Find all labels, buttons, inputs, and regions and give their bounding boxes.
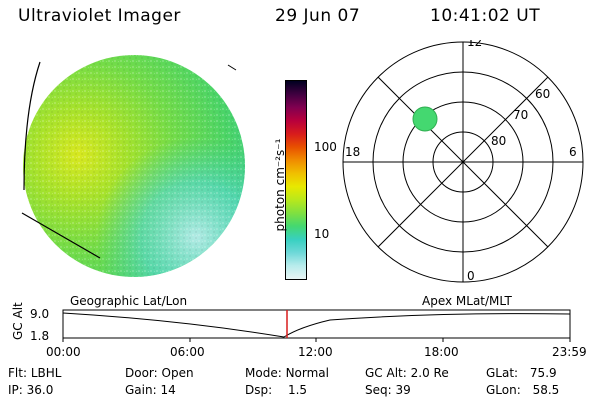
info-ip: IP: 36.0 (8, 383, 53, 397)
info-seq: Seq: 39 (365, 383, 411, 397)
polar-diagonal-2 (377, 76, 549, 248)
info-filter-label: Flt: (8, 366, 27, 380)
timeline-ytick-9: 9.0 (30, 307, 50, 321)
info-glon: GLon: 58.5 (486, 383, 559, 397)
info-gc-alt: GC Alt: 2.0 Re (365, 366, 449, 380)
clock-label-18: 18 (345, 145, 360, 159)
lat-label-80: 80 (491, 134, 506, 148)
info-gc-alt-label: GC Alt: (365, 366, 407, 380)
polar-plot: 12 18 6 0 60 70 80 (342, 40, 584, 283)
info-glat: GLat: 75.9 (486, 366, 557, 380)
info-gain-label: Gain: (125, 383, 157, 397)
info-dsp-label: Dsp: (245, 383, 273, 397)
info-filter-value: LBHL (30, 366, 62, 380)
x-ticklabel-00: 00:00 (46, 345, 81, 359)
lat-label-60: 60 (535, 87, 550, 101)
time-label: 10:41:02 UT (430, 6, 541, 26)
clock-label-6: 6 (569, 145, 577, 159)
info-mode-value: Normal (285, 366, 329, 380)
info-ip-label: IP: (8, 383, 23, 397)
timeline-ytick-1.8: 1.8 (30, 329, 50, 343)
info-gain-value: 14 (160, 383, 176, 397)
terminator-arc (23, 61, 41, 191)
colorbar-tick-100: 100 (314, 140, 337, 154)
info-door: Door: Open (125, 366, 194, 380)
info-glat-label: GLat: (486, 366, 519, 380)
info-mode: Mode: Normal (245, 366, 329, 380)
clock-label-12: 12 (467, 40, 482, 49)
clock-label-0: 0 (467, 269, 475, 283)
x-ticklabel-2359: 23:59 (552, 345, 587, 359)
info-door-value: Open (161, 366, 194, 380)
lat-label-70: 70 (513, 108, 528, 122)
timeline-title-right: Apex MLat/MLT (422, 294, 512, 308)
x-ticklabel-06: 06:00 (170, 345, 205, 359)
info-ip-value: 36.0 (26, 383, 54, 397)
info-glon-value: 58.5 (532, 383, 560, 397)
x-ticklabel-12: 12:00 (298, 345, 333, 359)
info-seq-value: 39 (395, 383, 411, 397)
date-label: 29 Jun 07 (275, 6, 361, 26)
info-dsp: Dsp: 1.5 (245, 383, 307, 397)
timeline-orbit-curve (62, 312, 571, 338)
colorbar (285, 80, 307, 280)
info-filter: Flt: LBHL (8, 366, 61, 380)
info-mode-label: Mode: (245, 366, 282, 380)
info-gain: Gain: 14 (125, 383, 176, 397)
instrument-title: Ultraviolet Imager (18, 6, 181, 26)
timeline-title-left: Geographic Lat/Lon (70, 294, 188, 308)
x-ticklabel-18: 18:00 (424, 345, 459, 359)
aurora-spot (412, 106, 438, 132)
info-gc-alt-value: 2.0 Re (410, 366, 449, 380)
info-glon-label: GLon: (486, 383, 521, 397)
info-door-label: Door: (125, 366, 158, 380)
colorbar-tick-10: 10 (314, 227, 330, 241)
corner-tick (227, 64, 237, 71)
info-seq-label: Seq: (365, 383, 392, 397)
earth-speckle (23, 55, 245, 277)
info-glat-value: 75.9 (529, 366, 557, 380)
boundary-line (21, 212, 101, 259)
info-dsp-value: 1.5 (287, 383, 308, 397)
